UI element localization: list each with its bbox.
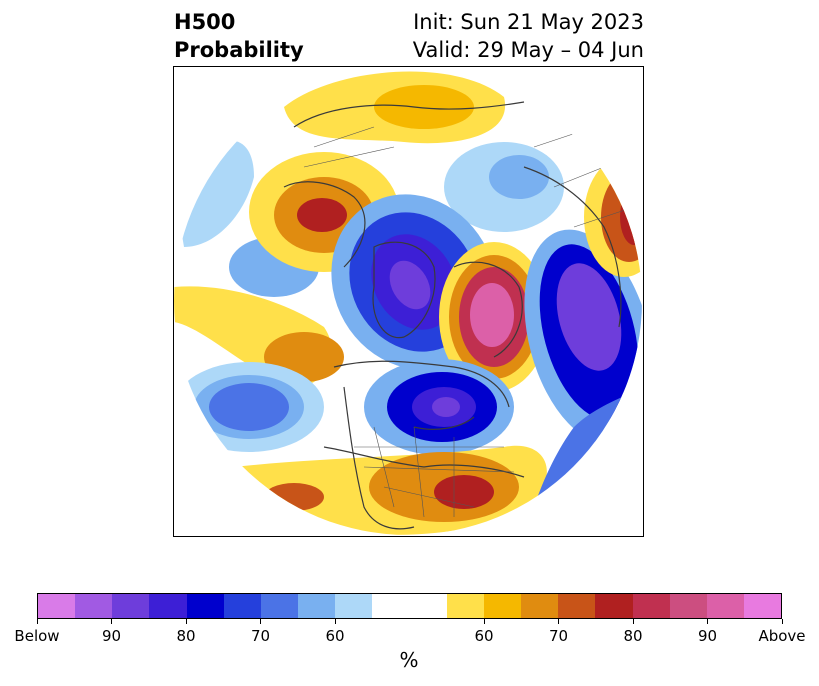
colorbar-segment-2 (112, 594, 150, 618)
blue-anomaly-greenland-peak (389, 260, 431, 310)
map-svg (174, 67, 642, 535)
chart-title-left: H500 Probability (174, 8, 304, 64)
colorbar-units: % (399, 648, 419, 672)
colorbar-label: 60 (474, 627, 494, 645)
colorbar-tick (632, 619, 634, 624)
political-borders (303, 126, 635, 518)
red-anomaly-southeast-us (434, 475, 494, 509)
colorbar-label: 80 (176, 627, 196, 645)
colorbar-segment-16 (632, 594, 670, 618)
red-region-alaska (297, 198, 347, 232)
colorbar-label: Below (14, 627, 60, 645)
blue-anomaly-hudson-peak (432, 397, 460, 417)
colorbar-tick (483, 619, 485, 624)
colorbar-tick (260, 619, 261, 624)
colorbar-label: Above (758, 627, 806, 645)
colorbar-tick (185, 619, 187, 624)
colorbar-segment-4 (186, 594, 224, 618)
colorbar-tick (111, 619, 112, 624)
colorbar-tick (781, 619, 783, 624)
colorbar-segment-5 (223, 594, 261, 618)
colorbar-label: 70 (548, 627, 569, 645)
colorbar (37, 593, 782, 619)
colorbar-segment-9 (372, 594, 410, 618)
colorbar-label: 90 (101, 627, 122, 645)
colorbar-tick (707, 619, 708, 624)
orange-region-baja (264, 483, 324, 511)
colorbar-segment-18 (706, 594, 744, 618)
colorbar-segment-13 (521, 594, 559, 618)
red-anomaly-scandinavia-peak (470, 283, 514, 347)
colorbar-segment-15 (595, 594, 633, 618)
colorbar-segment-1 (75, 594, 113, 618)
init-date: Init: Sun 21 May 2023 (413, 10, 644, 34)
colorbar-segment-11 (446, 594, 484, 618)
coastlines (283, 101, 622, 530)
colorbar-label: 90 (697, 627, 718, 645)
blue-anomaly-siberia-core (556, 263, 622, 371)
title-variable: H500 (174, 10, 236, 34)
blue-region-east-siberia (489, 155, 549, 199)
colorbar-segment-0 (38, 594, 76, 618)
colorbar-label: 60 (325, 627, 345, 645)
orange-region-north-siberia (374, 85, 474, 129)
title-type: Probability (174, 38, 304, 62)
colorbar-label: 70 (250, 627, 271, 645)
colorbar-segment-14 (558, 594, 596, 618)
colorbar-segment-10 (409, 594, 447, 618)
colorbar-segment-12 (483, 594, 522, 618)
colorbar-segment-7 (298, 594, 336, 618)
colorbar-segment-6 (260, 594, 299, 618)
colorbar-tick (36, 619, 38, 624)
blue-anomaly-ne-pacific-core (209, 383, 289, 431)
colorbar-label: 80 (623, 627, 643, 645)
colorbar-segment-3 (149, 594, 187, 618)
probability-map (173, 66, 644, 537)
chart-title-right: Init: Sun 21 May 2023 Valid: 29 May – 04… (413, 8, 644, 64)
colorbar-segment-17 (669, 594, 707, 618)
colorbar-segment-19 (743, 594, 782, 618)
valid-date-range: Valid: 29 May – 04 Jun (412, 38, 644, 62)
colorbar-tick (334, 619, 336, 624)
colorbar-segment-8 (335, 594, 373, 618)
colorbar-tick (558, 619, 559, 624)
